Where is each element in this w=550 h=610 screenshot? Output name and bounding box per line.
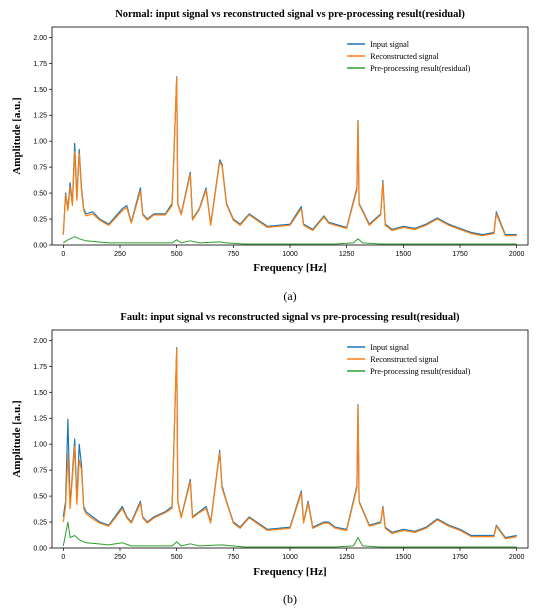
series-line-residual bbox=[63, 236, 517, 245]
y-tick-label: 1.50 bbox=[33, 87, 47, 94]
y-tick-label: 1.25 bbox=[33, 113, 47, 120]
chart-title: Fault: input signal vs reconstructed sig… bbox=[120, 312, 460, 323]
legend-label-input: Input signal bbox=[370, 40, 410, 49]
y-tick-label: 1.75 bbox=[33, 364, 47, 371]
y-tick-label: 0.25 bbox=[33, 217, 47, 224]
x-tick-label: 1750 bbox=[452, 554, 468, 561]
x-tick-label: 500 bbox=[171, 554, 183, 561]
legend-label-reconstructed: Reconstructed signal bbox=[370, 52, 439, 61]
x-tick-label: 250 bbox=[114, 251, 126, 258]
x-tick-label: 1000 bbox=[282, 251, 298, 258]
y-tick-label: 1.25 bbox=[33, 416, 47, 423]
x-tick-label: 1500 bbox=[396, 554, 412, 561]
legend-label-input: Input signal bbox=[370, 343, 410, 352]
y-tick-label: 0.50 bbox=[33, 494, 47, 501]
y-axis-label: Amplitude [a.u.] bbox=[11, 400, 23, 477]
x-tick-label: 500 bbox=[171, 251, 183, 258]
x-tick-label: 2000 bbox=[509, 251, 525, 258]
legend-label-residual: Pre-processing result(residual) bbox=[370, 367, 471, 376]
legend-label-reconstructed: Reconstructed signal bbox=[370, 355, 439, 364]
y-tick-label: 0.00 bbox=[33, 546, 47, 553]
x-tick-label: 250 bbox=[114, 554, 126, 561]
x-tick-label: 1750 bbox=[452, 251, 468, 258]
y-tick-label: 1.00 bbox=[33, 442, 47, 449]
x-axis-label: Frequency [Hz] bbox=[253, 566, 326, 578]
x-tick-label: 1000 bbox=[282, 554, 298, 561]
y-tick-label: 0.25 bbox=[33, 520, 47, 527]
panel-label: (b) bbox=[283, 592, 297, 606]
y-tick-label: 0.50 bbox=[33, 191, 47, 198]
plot-frame bbox=[51, 329, 529, 549]
y-tick-label: 0.00 bbox=[33, 243, 47, 250]
x-tick-label: 0 bbox=[61, 251, 65, 258]
x-tick-label: 2000 bbox=[509, 554, 525, 561]
y-tick-label: 1.75 bbox=[33, 61, 47, 68]
y-axis-label: Amplitude [a.u.] bbox=[11, 97, 23, 174]
series-line-reconstructed bbox=[62, 77, 517, 237]
chart-panel-fault: Fault: input signal vs reconstructed sig… bbox=[11, 312, 529, 606]
x-tick-label: 1250 bbox=[339, 554, 355, 561]
x-axis-label: Frequency [Hz] bbox=[253, 262, 326, 274]
x-tick-label: 1500 bbox=[396, 251, 412, 258]
y-tick-label: 1.00 bbox=[33, 139, 47, 146]
panel-label: (a) bbox=[283, 289, 296, 303]
chart-panel-normal: Normal: input signal vs reconstructed si… bbox=[11, 9, 529, 303]
chart-title: Normal: input signal vs reconstructed si… bbox=[115, 9, 465, 20]
x-tick-label: 0 bbox=[61, 554, 65, 561]
x-tick-label: 1250 bbox=[339, 251, 355, 258]
series-line-residual bbox=[62, 521, 517, 548]
y-tick-label: 2.00 bbox=[33, 338, 47, 345]
plot-frame bbox=[51, 26, 529, 246]
y-tick-label: 2.00 bbox=[33, 35, 47, 42]
series-line-reconstructed bbox=[62, 348, 517, 540]
series-line-input bbox=[62, 347, 517, 539]
x-tick-label: 750 bbox=[227, 251, 239, 258]
legend-label-residual: Pre-processing result(residual) bbox=[370, 64, 471, 73]
series-line-input bbox=[62, 76, 517, 236]
y-tick-label: 1.50 bbox=[33, 390, 47, 397]
y-tick-label: 0.75 bbox=[33, 165, 47, 172]
x-tick-label: 750 bbox=[227, 554, 239, 561]
y-tick-label: 0.75 bbox=[33, 468, 47, 475]
